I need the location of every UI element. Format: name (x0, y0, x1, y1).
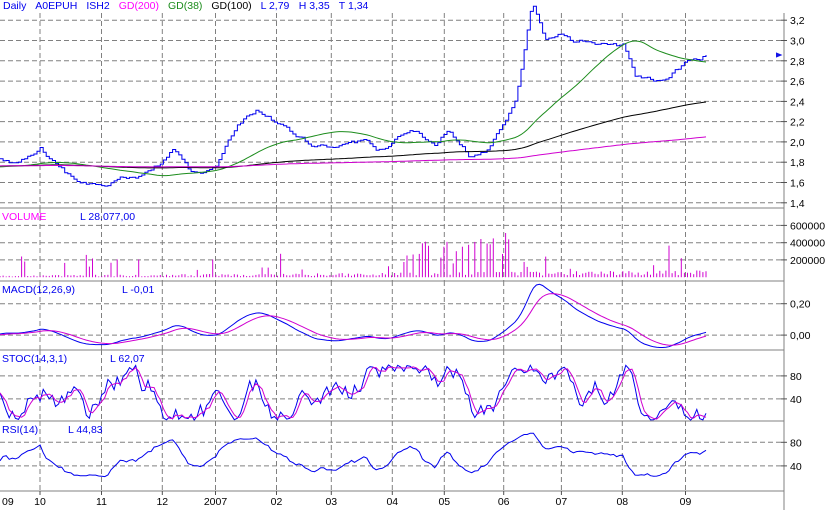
svg-text:1,8: 1,8 (790, 157, 805, 169)
svg-text:GD(100): GD(100) (211, 0, 251, 12)
svg-text:H 3,35: H 3,35 (299, 0, 330, 12)
svg-text:04: 04 (386, 496, 398, 508)
svg-text:09: 09 (680, 496, 692, 508)
svg-text:02: 02 (271, 496, 283, 508)
svg-text:2,4: 2,4 (790, 96, 805, 108)
svg-text:2007: 2007 (204, 496, 228, 508)
svg-text:10: 10 (34, 496, 46, 508)
svg-text:L 62,07: L 62,07 (110, 353, 145, 365)
svg-text:VOLUME: VOLUME (2, 211, 46, 223)
svg-text:0,00: 0,00 (790, 330, 811, 342)
svg-text:L 28.077,00: L 28.077,00 (80, 211, 135, 223)
svg-text:600000: 600000 (790, 220, 825, 232)
svg-text:0,20: 0,20 (790, 299, 811, 311)
svg-text:L -0,01: L -0,01 (122, 284, 154, 296)
svg-text:09: 09 (2, 496, 14, 508)
svg-text:2,2: 2,2 (790, 117, 805, 129)
svg-text:A0EPUH: A0EPUH (35, 0, 77, 12)
svg-text:3,0: 3,0 (790, 36, 805, 48)
svg-text:08: 08 (616, 496, 628, 508)
svg-text:80: 80 (790, 437, 802, 449)
svg-text:06: 06 (498, 496, 510, 508)
svg-text:T 1,34: T 1,34 (339, 0, 369, 12)
svg-text:40: 40 (790, 461, 802, 473)
svg-text:2,6: 2,6 (790, 76, 805, 88)
svg-text:1,6: 1,6 (790, 178, 805, 190)
svg-text:ISH2: ISH2 (86, 0, 110, 12)
svg-text:07: 07 (556, 496, 568, 508)
svg-text:05: 05 (438, 496, 450, 508)
svg-text:200000: 200000 (790, 255, 825, 267)
svg-text:400000: 400000 (790, 238, 825, 250)
svg-text:40: 40 (790, 394, 802, 406)
svg-text:12: 12 (156, 496, 168, 508)
svg-text:GD(200): GD(200) (119, 0, 159, 12)
svg-text:GD(38): GD(38) (168, 0, 202, 12)
svg-text:STOC(14,3,1): STOC(14,3,1) (2, 353, 67, 365)
svg-text:RSI(14): RSI(14) (2, 424, 38, 436)
svg-text:2,0: 2,0 (790, 137, 805, 149)
svg-text:Daily: Daily (3, 0, 27, 12)
svg-text:L 44,83: L 44,83 (68, 424, 103, 436)
svg-text:MACD(12,26,9): MACD(12,26,9) (2, 284, 75, 296)
svg-text:80: 80 (790, 371, 802, 383)
svg-text:1,4: 1,4 (790, 198, 805, 210)
svg-text:2,8: 2,8 (790, 56, 805, 68)
svg-text:03: 03 (325, 496, 337, 508)
svg-text:3,2: 3,2 (790, 15, 805, 27)
svg-text:L 2,79: L 2,79 (261, 0, 290, 12)
svg-text:11: 11 (96, 496, 107, 508)
